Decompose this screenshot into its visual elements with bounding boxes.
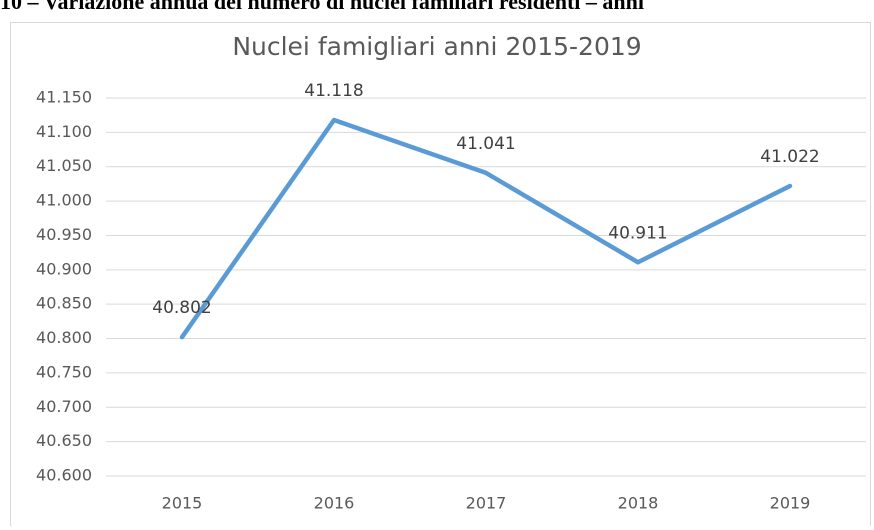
x-tick-label: 2016	[314, 494, 355, 513]
y-tick-label: 40.700	[36, 397, 92, 416]
data-label: 41.022	[760, 147, 819, 167]
chart-title: Nuclei famigliari anni 2015-2019	[232, 32, 641, 61]
x-tick-label: 2017	[466, 494, 507, 513]
y-tick-label: 41.050	[36, 156, 92, 175]
y-tick-label: 41.150	[36, 88, 92, 107]
data-label: 41.041	[456, 134, 515, 154]
y-tick-label: 40.850	[36, 294, 92, 313]
data-label: 40.911	[608, 223, 667, 243]
y-tick-label: 40.900	[36, 259, 92, 278]
line	[179, 117, 793, 340]
y-tick-label: 41.100	[36, 122, 92, 141]
data-label: 40.802	[152, 298, 211, 318]
y-tick-label: 41.000	[36, 191, 92, 210]
caption: 10 – Variazione annua del numero di nucl…	[0, 0, 644, 14]
data-label: 41.118	[304, 81, 363, 101]
y-tick-label: 40.950	[36, 225, 92, 244]
y-tick-label: 40.650	[36, 431, 92, 450]
y-tick-label: 40.800	[36, 328, 92, 347]
x-tick-label: 2015	[162, 494, 203, 513]
y-tick-label: 40.600	[36, 466, 92, 485]
x-tick-label: 2019	[770, 494, 811, 513]
y-tick-label: 40.750	[36, 362, 92, 381]
x-tick-label: 2018	[618, 494, 659, 513]
chart-frame	[10, 22, 871, 530]
